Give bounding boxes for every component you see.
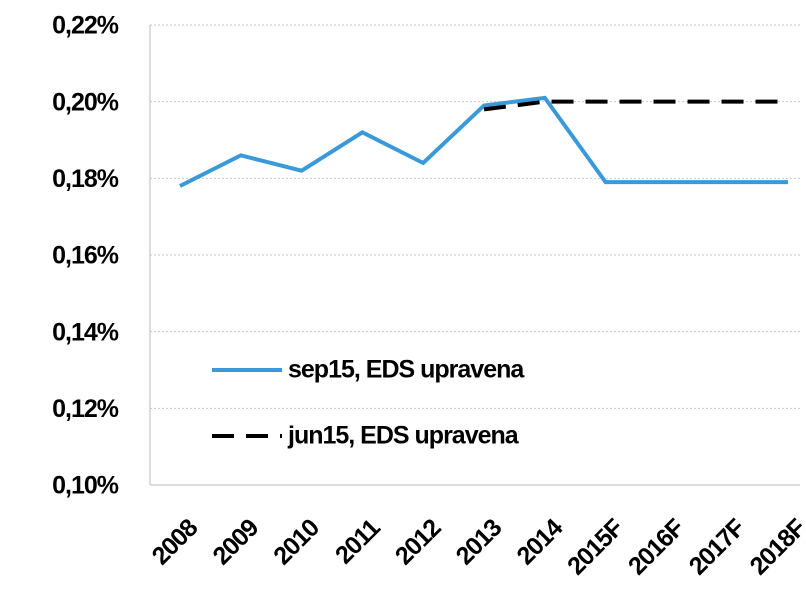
y-tick-label: 0,18% [52, 165, 119, 193]
x-tick-label: 2016F [623, 514, 690, 581]
x-tick-label: 2013 [451, 514, 507, 570]
y-tick-label: 0,10% [52, 472, 119, 500]
y-tick-label: 0,20% [52, 88, 119, 116]
series-line [179, 95, 788, 188]
x-tick-label: 2009 [207, 514, 263, 570]
y-tick-label: 0,16% [52, 242, 119, 270]
x-tick-label: 2010 [268, 514, 324, 570]
x-tick-label: 2015F [562, 514, 629, 581]
legend-label: jun15, EDS upravena [287, 422, 520, 450]
legend-label: sep15, EDS upravena [288, 356, 525, 384]
x-tick-label: 2017F [684, 514, 751, 581]
y-tick-label: 0,22% [52, 12, 119, 40]
series-line [483, 99, 788, 112]
x-tick-label: 2008 [147, 513, 204, 570]
x-tick-label: 2011 [330, 513, 386, 569]
y-tick-label: 0,14% [52, 318, 119, 346]
y-tick-label: 0,12% [52, 395, 119, 423]
x-tick-label: 2014 [511, 513, 568, 570]
x-tick-label: 2018F [745, 514, 806, 581]
x-tick-label: 2012 [390, 514, 446, 570]
